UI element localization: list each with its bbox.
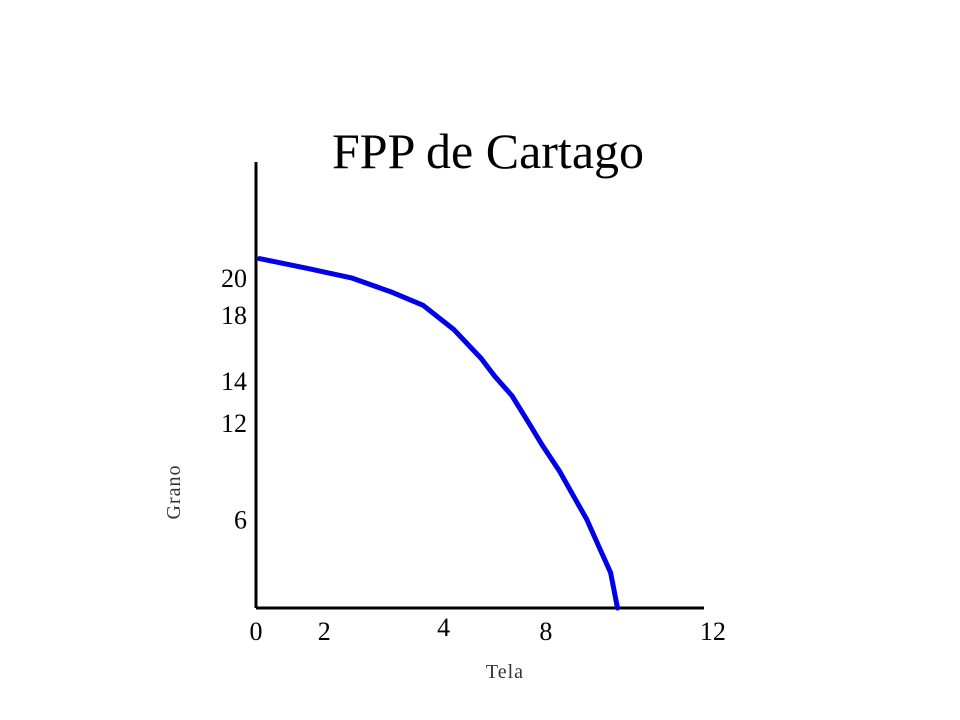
series-layer	[256, 256, 620, 611]
y-tick-label: 20	[221, 264, 247, 293]
x-tick-label: 12	[700, 617, 726, 646]
ppf-curve-line	[256, 256, 620, 611]
x-tick-label: 8	[539, 617, 552, 646]
x-tick-label: 4	[437, 613, 450, 642]
y-tick-label: 12	[221, 409, 247, 438]
y-tick-label: 14	[221, 367, 247, 396]
y-axis-label: Grano	[163, 465, 185, 520]
y-tick-labels: 20 18 14 12 6	[221, 264, 247, 535]
x-tick-label: 2	[318, 617, 331, 646]
chart-title: FPP de Cartago	[332, 123, 644, 179]
y-tick-label: 6	[234, 506, 247, 535]
y-tick-label: 18	[221, 301, 247, 330]
x-tick-label: 0	[250, 617, 263, 646]
x-axis-label: Tela	[486, 661, 524, 683]
x-tick-labels: 0 2 4 8 12	[250, 613, 726, 646]
